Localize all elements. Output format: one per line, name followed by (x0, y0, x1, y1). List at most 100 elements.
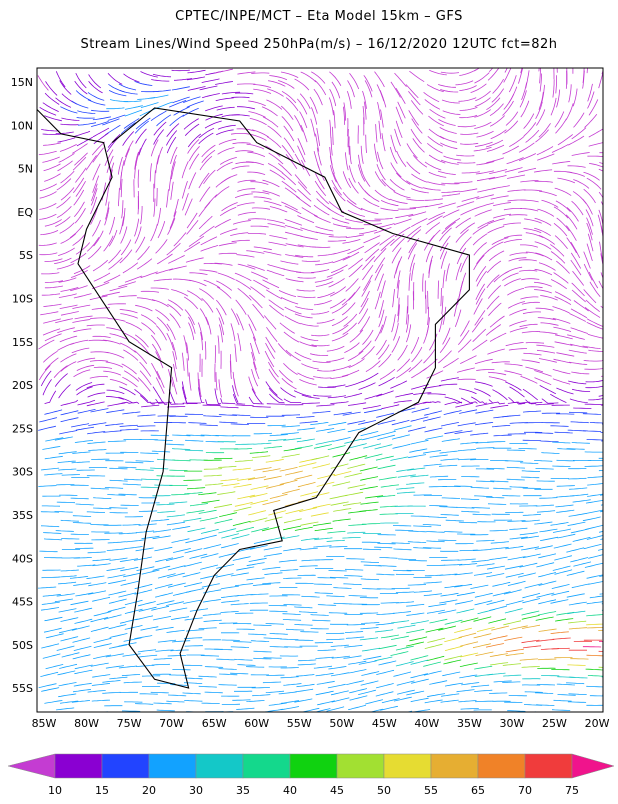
streamline (393, 289, 395, 307)
streamline (557, 460, 575, 461)
streamline (311, 311, 329, 314)
streamline (599, 153, 617, 155)
streamline (140, 371, 151, 385)
streamline (365, 243, 380, 253)
streamline (299, 463, 317, 467)
streamline (555, 432, 573, 433)
streamline (445, 646, 463, 650)
streamline (153, 90, 171, 92)
streamline (330, 120, 331, 138)
streamline (39, 151, 57, 155)
streamline (425, 436, 443, 440)
streamline (286, 154, 297, 169)
streamline (41, 688, 59, 692)
streamline (538, 659, 556, 660)
streamline (584, 189, 596, 203)
streamline (74, 670, 92, 674)
lon-label: 40W (414, 717, 439, 730)
streamline (349, 689, 367, 693)
streamline (361, 562, 379, 563)
streamline (267, 270, 284, 276)
streamline (390, 381, 407, 389)
streamline (489, 58, 501, 72)
streamline (169, 608, 187, 611)
streamline (317, 474, 335, 479)
streamline (486, 574, 504, 577)
streamline (392, 420, 410, 425)
streamline (215, 263, 233, 265)
streamline (199, 133, 214, 144)
streamline (139, 655, 157, 657)
streamline (189, 280, 206, 286)
streamline (72, 462, 90, 463)
streamline (459, 522, 477, 523)
streamline (375, 190, 390, 200)
streamline (573, 408, 591, 409)
streamline (474, 690, 492, 691)
streamline (268, 264, 286, 269)
streamline (124, 148, 130, 165)
streamline (45, 456, 63, 459)
streamline (587, 655, 605, 656)
streamline (349, 456, 367, 461)
streamline (169, 470, 187, 471)
streamline (136, 461, 154, 462)
streamline (73, 178, 84, 193)
streamline (286, 629, 304, 630)
streamline (503, 664, 521, 666)
streamline (361, 681, 379, 685)
streamline (605, 350, 618, 351)
streamline (236, 405, 254, 406)
streamline (442, 439, 460, 442)
streamline (120, 425, 138, 426)
streamline (300, 111, 307, 128)
streamline (200, 187, 210, 202)
streamline (395, 73, 407, 87)
streamline (587, 575, 605, 579)
streamline (70, 286, 87, 291)
streamline (390, 457, 408, 461)
streamline (124, 74, 140, 82)
streamline (460, 642, 478, 646)
streamline (502, 495, 520, 496)
streamline (537, 154, 554, 160)
streamline (110, 100, 128, 102)
streamline (521, 200, 539, 202)
streamline (108, 580, 126, 584)
streamline (555, 505, 573, 507)
streamline (393, 612, 411, 614)
streamline (41, 608, 59, 611)
streamline (477, 564, 495, 566)
streamline (374, 547, 392, 548)
colorbar-box (384, 754, 431, 778)
streamline (358, 420, 376, 424)
streamline (312, 620, 330, 621)
streamline (39, 243, 57, 246)
streamline (311, 119, 315, 137)
streamline (107, 352, 124, 358)
streamline (443, 660, 461, 664)
streamline (297, 99, 307, 114)
streamline (253, 625, 271, 626)
streamline (391, 621, 409, 623)
streamline (535, 378, 552, 385)
streamline (567, 207, 579, 221)
streamline (572, 201, 584, 215)
streamline (60, 144, 77, 151)
streamline (555, 292, 571, 301)
streamline (429, 230, 441, 244)
streamline (521, 477, 539, 478)
streamline (362, 330, 373, 345)
streamline (327, 385, 345, 387)
streamline (445, 620, 463, 624)
streamline (135, 584, 153, 588)
streamline (231, 323, 235, 341)
streamline (363, 444, 381, 449)
streamline (584, 264, 592, 280)
streamline (329, 72, 341, 86)
streamline (349, 178, 359, 193)
streamline (269, 305, 283, 316)
streamline (535, 546, 553, 550)
colorbar-label: 55 (424, 784, 438, 797)
streamline (92, 220, 100, 236)
